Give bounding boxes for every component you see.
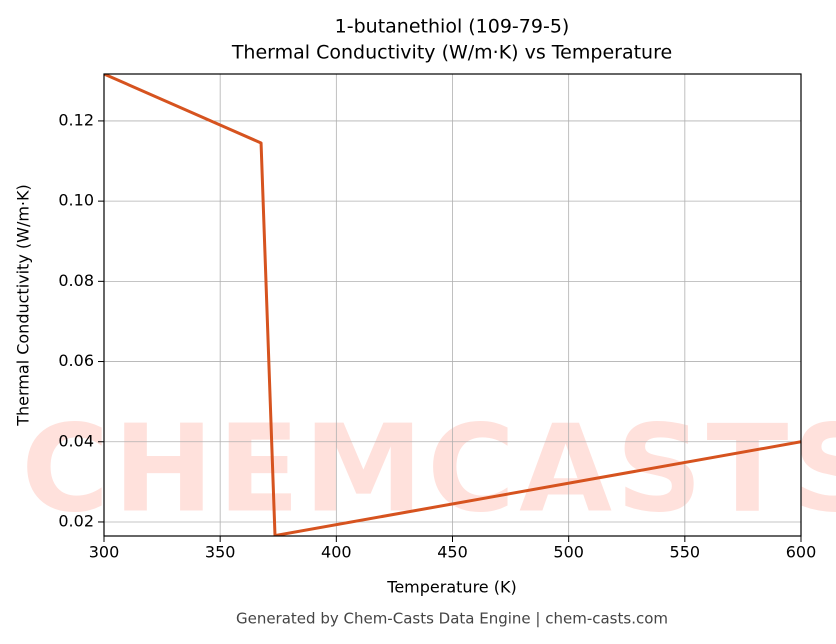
x-tick-label: 350 [205,543,236,562]
chart-title: 1-butanethiol (109-79-5) [335,16,570,38]
footer: Generated by Chem-Casts Data Engine | ch… [236,610,668,628]
y-tick-label: 0.12 [58,110,94,129]
x-tick-label: 600 [786,543,817,562]
x-tick-label: 400 [321,543,352,562]
y-tick-label: 0.08 [58,271,94,290]
y-tick-label: 0.04 [58,431,94,450]
watermark: CHEMCASTS [21,401,836,540]
x-axis-label: Temperature (K) [386,578,516,597]
y-tick-label: 0.10 [58,191,94,210]
x-tick-label: 450 [437,543,468,562]
x-tick-label: 300 [89,543,120,562]
x-tick-label: 550 [670,543,701,562]
chart-subtitle: Thermal Conductivity (W/m·K) vs Temperat… [231,42,672,64]
y-tick-label: 0.06 [58,351,94,370]
x-tick-label: 500 [553,543,584,562]
y-tick-label: 0.02 [58,511,94,530]
data-line [104,74,801,536]
y-axis-label: Thermal Conductivity (W/m·K) [14,184,33,427]
